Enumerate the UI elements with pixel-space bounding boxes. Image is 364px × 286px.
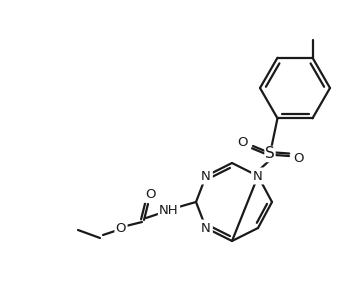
Text: NH: NH bbox=[159, 204, 179, 217]
Text: N: N bbox=[253, 170, 263, 182]
Text: S: S bbox=[265, 146, 275, 162]
Text: N: N bbox=[201, 221, 211, 235]
Text: O: O bbox=[145, 188, 155, 202]
Text: O: O bbox=[238, 136, 248, 148]
Text: O: O bbox=[116, 221, 126, 235]
Text: N: N bbox=[201, 170, 211, 182]
Text: O: O bbox=[294, 152, 304, 164]
